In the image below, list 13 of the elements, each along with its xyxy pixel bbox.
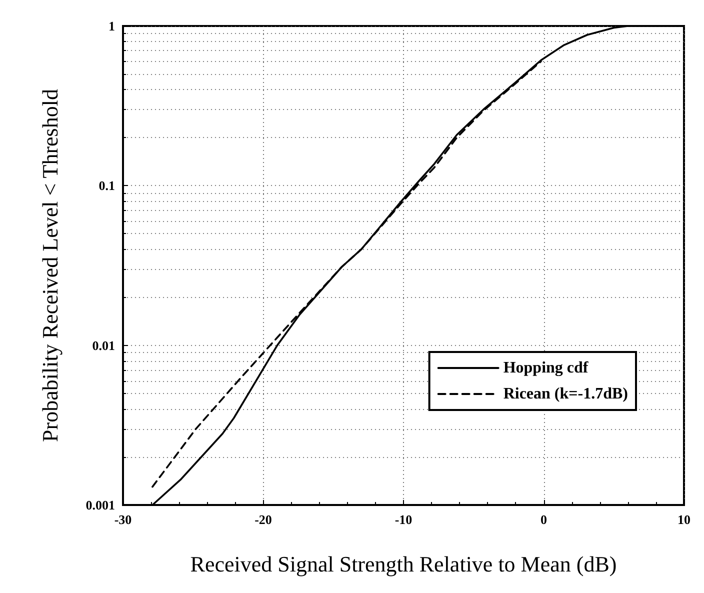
x-tick-label: 10 (678, 512, 690, 527)
x-tick-label: -10 (394, 512, 412, 527)
y-tick-label: 0.001 (86, 498, 115, 512)
x-tick-label: -20 (254, 512, 272, 527)
y-tick-label: 1 (108, 18, 115, 34)
legend-label: Ricean (k=-1.7dB) (503, 386, 628, 402)
y-axis-title: Probability Received Level < Threshold (38, 89, 62, 442)
y-tick-label: 0.01 (92, 338, 115, 353)
x-tick-label: -30 (114, 512, 132, 527)
y-tick-label: 0.1 (98, 178, 115, 194)
x-axis-title: Received Signal Strength Relative to Mean (dB) (190, 552, 617, 576)
legend-label: Hopping cdf (503, 360, 589, 376)
x-tick-label: 0 (540, 512, 547, 527)
